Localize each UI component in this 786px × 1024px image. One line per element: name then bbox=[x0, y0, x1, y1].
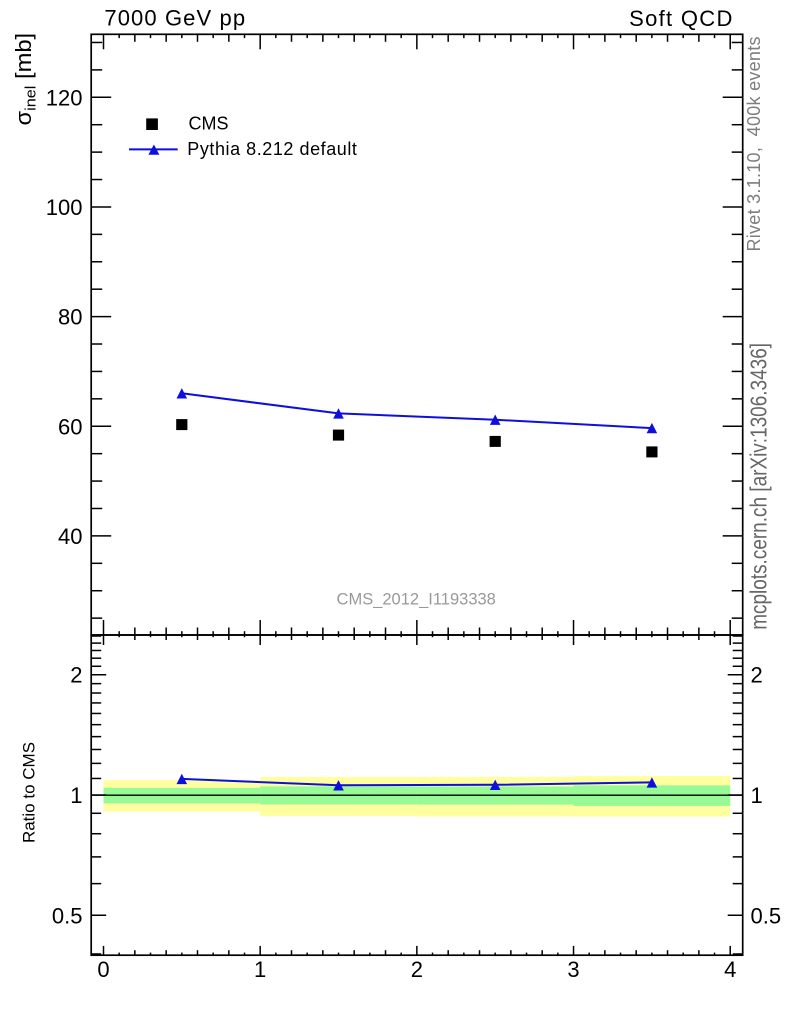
svg-text:Rivet 3.1.10, 400k events: Rivet 3.1.10, 400k events bbox=[744, 37, 764, 252]
svg-text:4: 4 bbox=[724, 957, 736, 982]
svg-text:7000 GeV pp: 7000 GeV pp bbox=[104, 5, 246, 30]
svg-text:Soft QCD: Soft QCD bbox=[629, 6, 734, 31]
svg-text:40: 40 bbox=[58, 524, 82, 549]
svg-text:1: 1 bbox=[751, 783, 763, 808]
svg-text:1: 1 bbox=[70, 783, 82, 808]
svg-text:2: 2 bbox=[751, 663, 763, 688]
svg-text:2: 2 bbox=[70, 663, 82, 688]
svg-text:60: 60 bbox=[58, 414, 82, 439]
svg-text:Pythia 8.212 default: Pythia 8.212 default bbox=[187, 139, 357, 159]
svg-text:0.5: 0.5 bbox=[751, 903, 782, 928]
svg-text:0: 0 bbox=[97, 957, 109, 982]
svg-text:80: 80 bbox=[58, 305, 82, 330]
svg-text:σinel [mb]: σinel [mb] bbox=[11, 33, 40, 126]
svg-text:mcplots.cern.ch [arXiv:1306.34: mcplots.cern.ch [arXiv:1306.3436] bbox=[747, 343, 772, 630]
svg-text:CMS: CMS bbox=[189, 113, 229, 133]
svg-text:2: 2 bbox=[411, 957, 423, 982]
svg-text:1: 1 bbox=[254, 957, 266, 982]
svg-text:3: 3 bbox=[567, 957, 579, 982]
svg-text:Ratio to CMS: Ratio to CMS bbox=[20, 742, 39, 843]
svg-text:CMS_2012_I1193338: CMS_2012_I1193338 bbox=[337, 591, 496, 609]
svg-text:120: 120 bbox=[46, 85, 83, 110]
svg-text:0.5: 0.5 bbox=[52, 903, 83, 928]
svg-text:100: 100 bbox=[46, 195, 83, 220]
